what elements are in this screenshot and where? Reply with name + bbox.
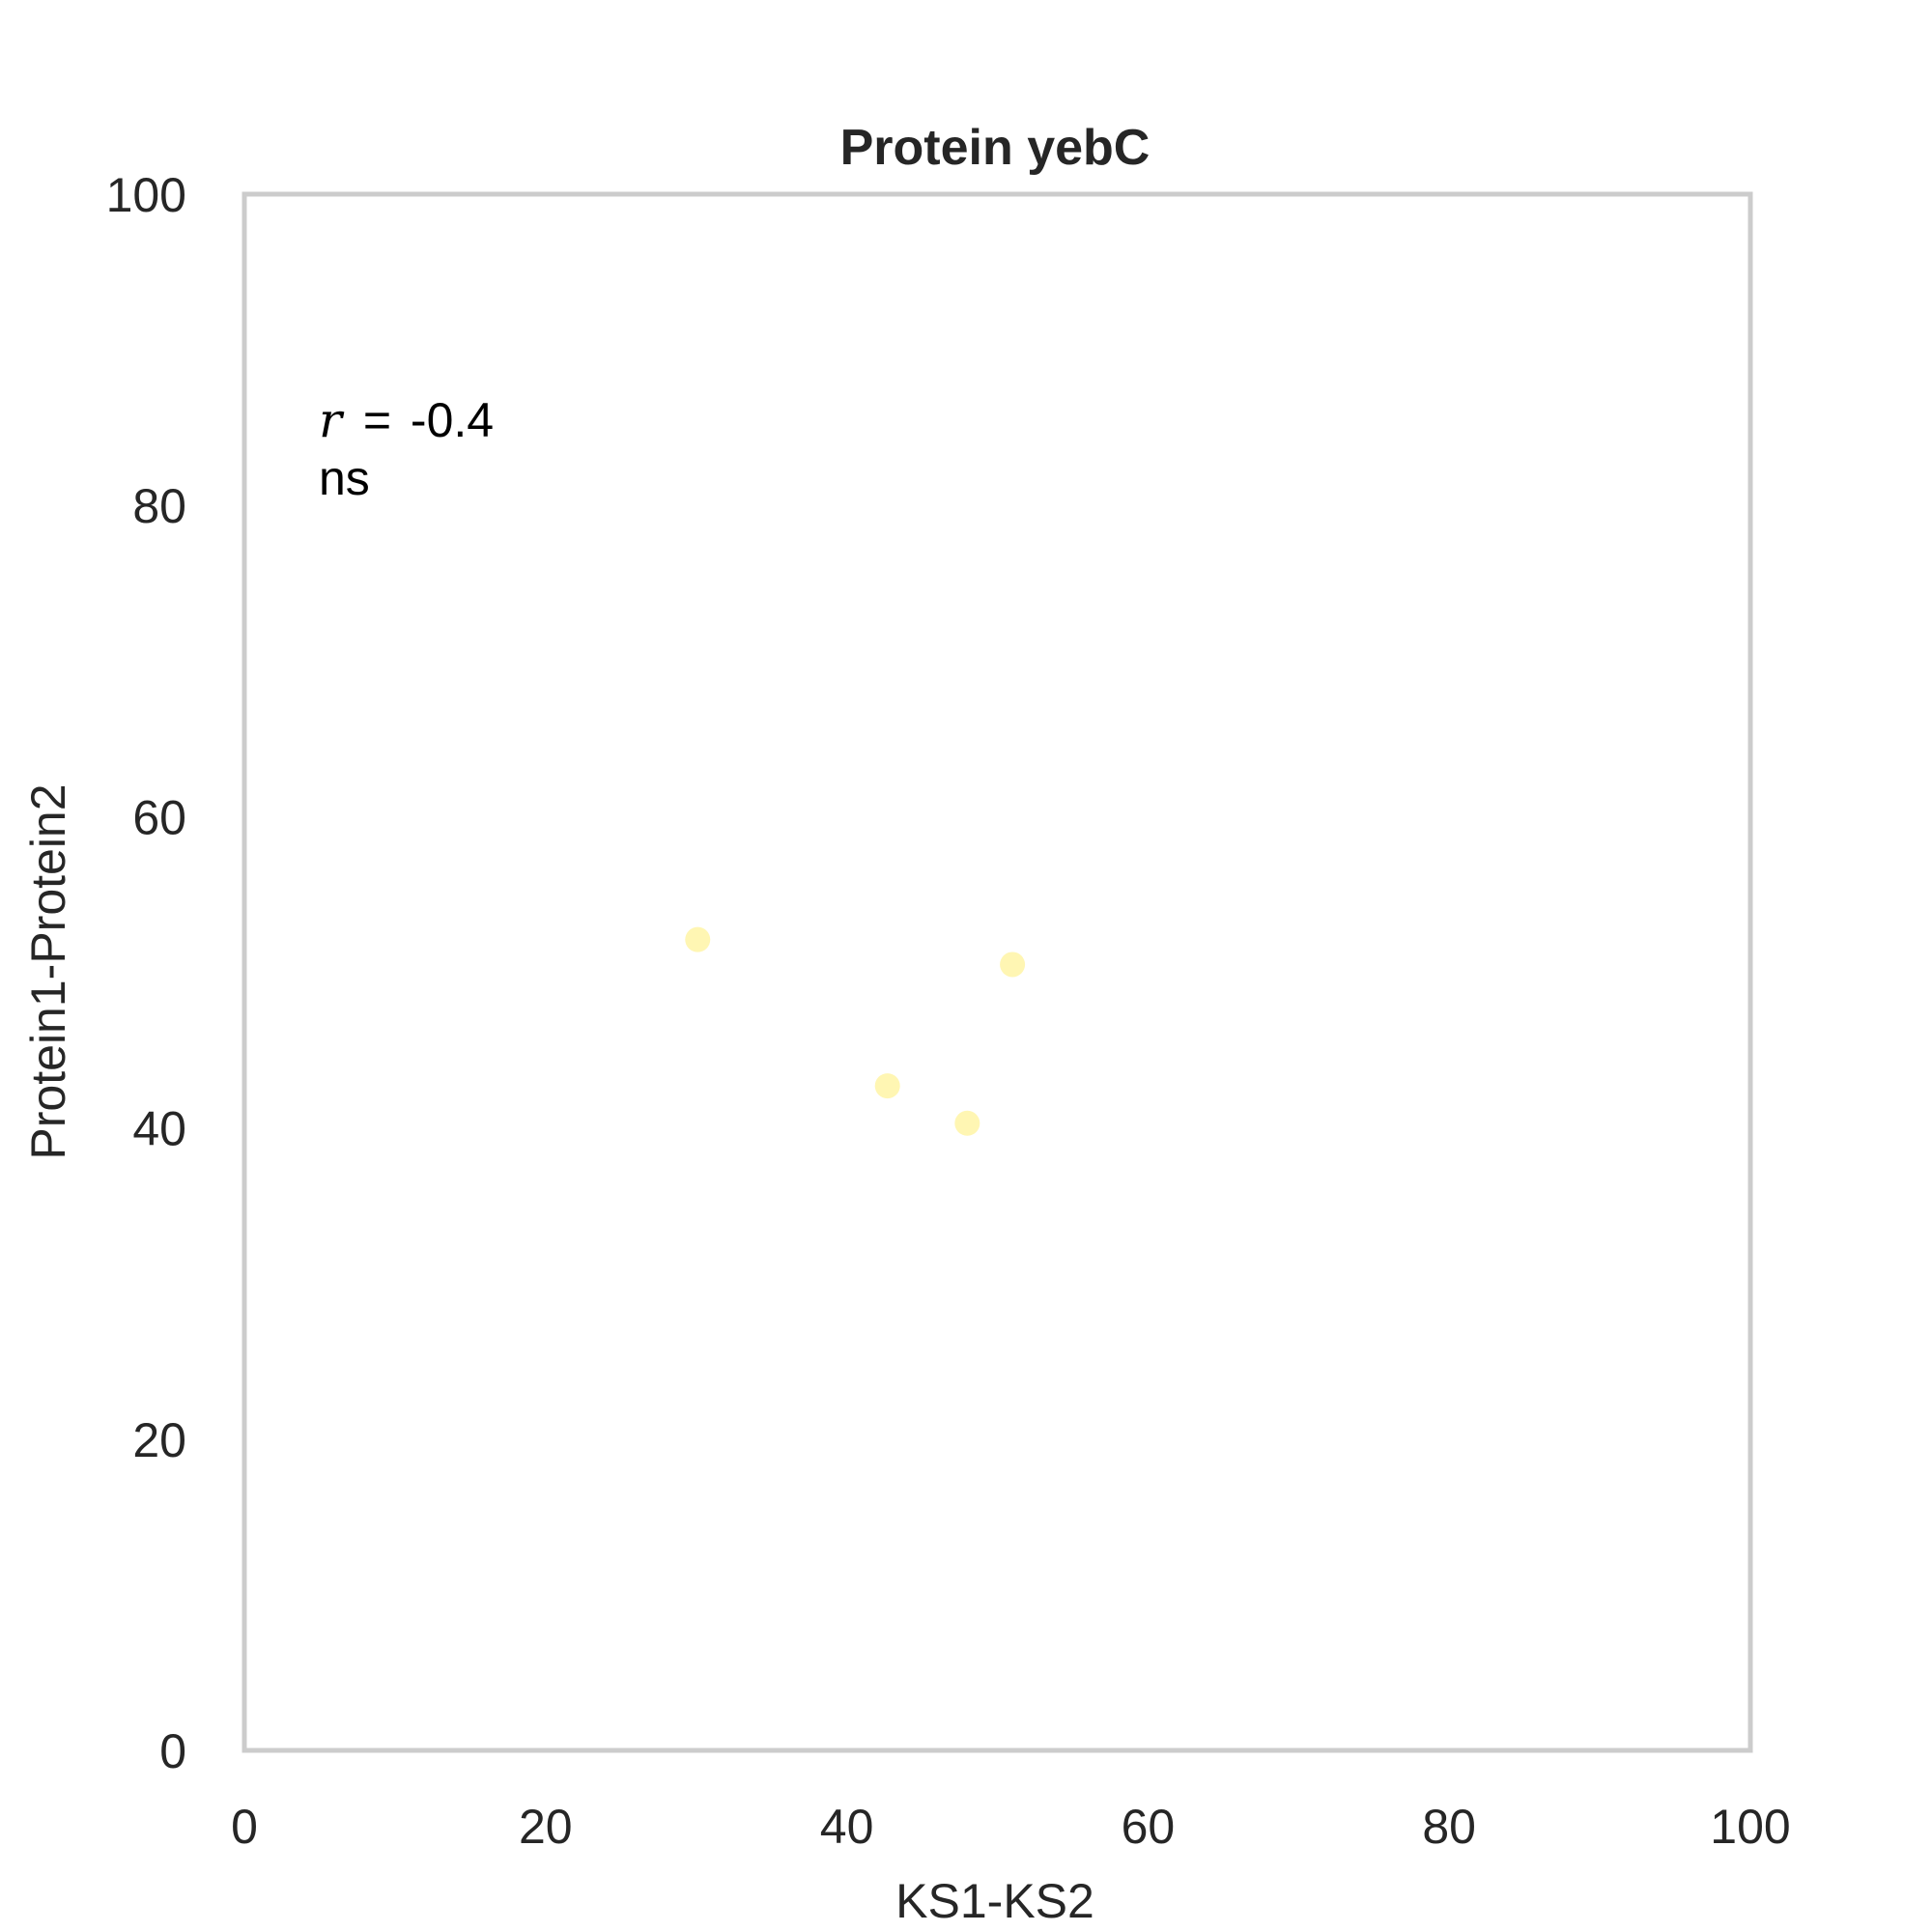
r-symbol: r <box>319 392 345 448</box>
x-tick-label: 60 <box>1122 1800 1176 1854</box>
r-equals: = <box>363 393 391 447</box>
data-point <box>874 1073 900 1099</box>
y-tick-labels: 0 20 40 60 80 100 <box>106 168 186 1778</box>
y-tick-label: 40 <box>132 1102 186 1156</box>
correlation-text: r = -0.4 <box>319 392 494 448</box>
x-tick-label: 0 <box>231 1800 258 1854</box>
data-point <box>685 926 711 952</box>
scatter-points <box>685 926 1026 1136</box>
y-axis-label: Protein1-Protein2 <box>21 783 75 1159</box>
y-tick-label: 0 <box>159 1724 186 1778</box>
y-tick-label: 60 <box>132 790 186 844</box>
r-value: -0.4 <box>411 393 494 447</box>
chart-title: Protein yebC <box>840 120 1151 176</box>
x-tick-label: 40 <box>820 1800 874 1854</box>
y-tick-label: 80 <box>132 479 186 533</box>
data-point <box>1000 952 1026 978</box>
correlation-annotation: r = -0.4 ns <box>319 392 494 505</box>
x-tick-label: 80 <box>1422 1800 1476 1854</box>
x-tick-label: 20 <box>519 1800 573 1854</box>
x-tick-label: 100 <box>1710 1800 1790 1854</box>
x-axis-label: KS1-KS2 <box>895 1874 1094 1928</box>
y-tick-label: 20 <box>132 1413 186 1467</box>
data-point <box>954 1110 980 1136</box>
significance-label: ns <box>319 451 370 505</box>
plot-frame <box>242 191 1753 1753</box>
y-tick-label: 100 <box>106 168 186 222</box>
x-tick-labels: 0 20 40 60 80 100 <box>231 1800 1791 1854</box>
